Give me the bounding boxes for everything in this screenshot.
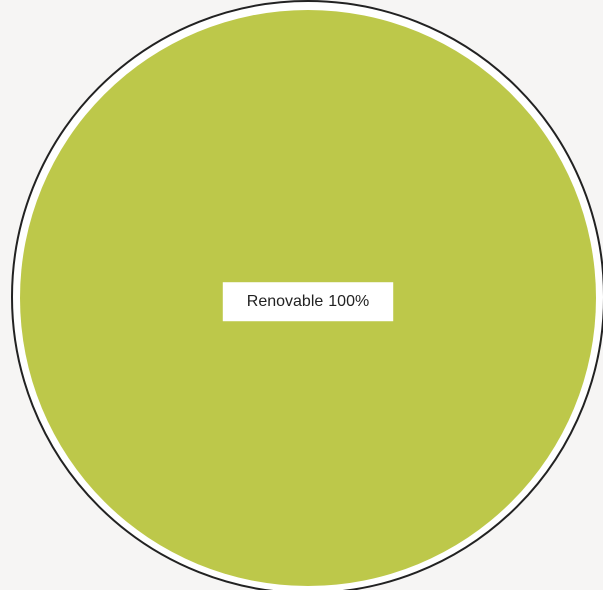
pie-labels: Renovable 100% [222,282,394,322]
label-box [222,282,394,322]
data-label: Renovable 100% [247,293,369,310]
label-category: Renovable [247,293,324,310]
label-value: 100% [328,293,369,310]
